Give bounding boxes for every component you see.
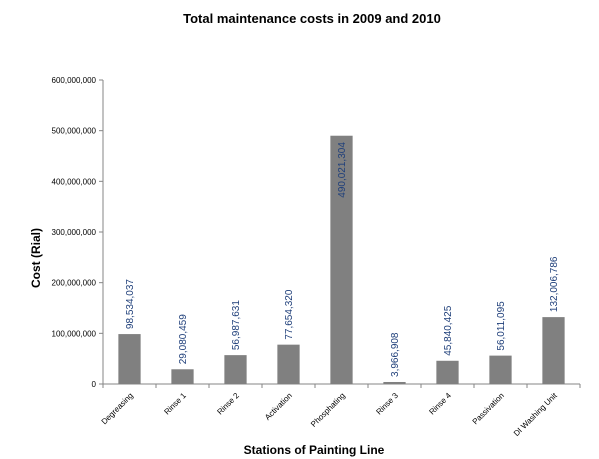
y-tick-label: 200,000,000 (52, 279, 97, 288)
bar (224, 355, 247, 384)
y-tick-label: 400,000,000 (52, 177, 97, 186)
data-label: 132,006,786 (549, 256, 560, 312)
x-category-label: Degreasing (100, 391, 135, 426)
data-label: 77,654,320 (284, 289, 295, 339)
y-tick-label: 600,000,000 (52, 76, 97, 85)
bar (118, 334, 141, 384)
bar (436, 360, 459, 384)
x-category-label: Phosphating (309, 391, 347, 429)
data-label: 45,840,425 (443, 305, 454, 355)
data-label: 490,021,304 (337, 142, 348, 198)
data-label: 98,534,037 (125, 279, 136, 329)
bar (330, 135, 353, 384)
x-category-label: Rinse 2 (215, 391, 241, 417)
chart-title: Total maintenance costs in 2009 and 2010 (183, 11, 441, 26)
x-axis-title: Stations of Painting Line (244, 443, 385, 457)
x-category-label: Rinse 1 (162, 391, 188, 417)
y-axis-title: Cost (Rial) (29, 228, 43, 288)
x-category-label: Rinse 4 (427, 391, 453, 417)
bar (489, 355, 512, 384)
bar (383, 381, 406, 384)
bar (542, 317, 565, 384)
data-label: 56,011,095 (496, 301, 507, 351)
x-category-label: Rinse 3 (374, 391, 400, 417)
y-tick-label: 300,000,000 (52, 228, 97, 237)
y-tick-label: 100,000,000 (52, 329, 97, 338)
y-tick-label: 500,000,000 (52, 127, 97, 136)
plot-area: 0 100,000,000 200,000,000 300,000,000 400,00… (52, 76, 581, 438)
x-category-label: Activation (263, 391, 294, 422)
x-category-label: Passivation (471, 391, 506, 426)
data-label: 56,987,631 (231, 300, 242, 350)
data-label: 3,966,908 (390, 332, 401, 377)
x-category-label: DI Washing Unit (512, 391, 560, 439)
bar (277, 344, 300, 384)
data-label: 29,080,459 (178, 314, 189, 364)
bar (171, 369, 194, 384)
y-tick-label: 0 (92, 380, 97, 389)
